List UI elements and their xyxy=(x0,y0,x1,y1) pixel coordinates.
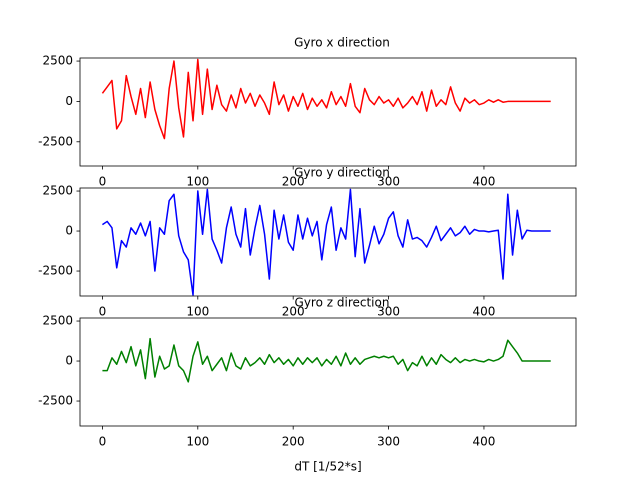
y-tick-label: 2500 xyxy=(42,314,73,328)
subplot-title: Gyro y direction xyxy=(294,166,390,180)
y-tick-label: 2500 xyxy=(42,184,73,198)
x-axis-label: dT [1/52*s] xyxy=(294,460,361,474)
y-tick-label: -2500 xyxy=(38,394,73,408)
y-tick-label: 2500 xyxy=(42,54,73,68)
x-tick-label: 0 xyxy=(99,435,107,449)
data-line xyxy=(101,58,551,140)
x-tick-label: 200 xyxy=(282,305,305,319)
x-tick-label: 400 xyxy=(473,305,496,319)
x-tick-label: 100 xyxy=(186,175,209,189)
x-tick-label: 0 xyxy=(99,305,107,319)
subplot-title: Gyro z direction xyxy=(295,296,390,310)
y-tick-label: 0 xyxy=(65,94,73,108)
data-line xyxy=(102,337,551,383)
data-line xyxy=(102,188,551,296)
x-tick-label: 400 xyxy=(473,435,496,449)
y-tick-label: 0 xyxy=(65,224,73,238)
y-tick-label: -2500 xyxy=(38,134,73,148)
y-tick-label: 0 xyxy=(65,354,73,368)
axes-frame xyxy=(79,317,577,427)
x-tick-label: 300 xyxy=(377,435,400,449)
x-tick-label: 400 xyxy=(473,175,496,189)
y-tick-label: -2500 xyxy=(38,264,73,278)
x-tick-label: 200 xyxy=(282,435,305,449)
x-tick-label: 0 xyxy=(99,175,107,189)
x-tick-label: 100 xyxy=(186,435,209,449)
subplot-title: Gyro x direction xyxy=(294,36,390,50)
x-tick-label: 300 xyxy=(377,305,400,319)
x-tick-label: 200 xyxy=(282,175,305,189)
x-tick-label: 300 xyxy=(377,175,400,189)
x-tick-label: 100 xyxy=(186,305,209,319)
axes-frame xyxy=(79,57,577,167)
axes-frame xyxy=(79,187,577,297)
